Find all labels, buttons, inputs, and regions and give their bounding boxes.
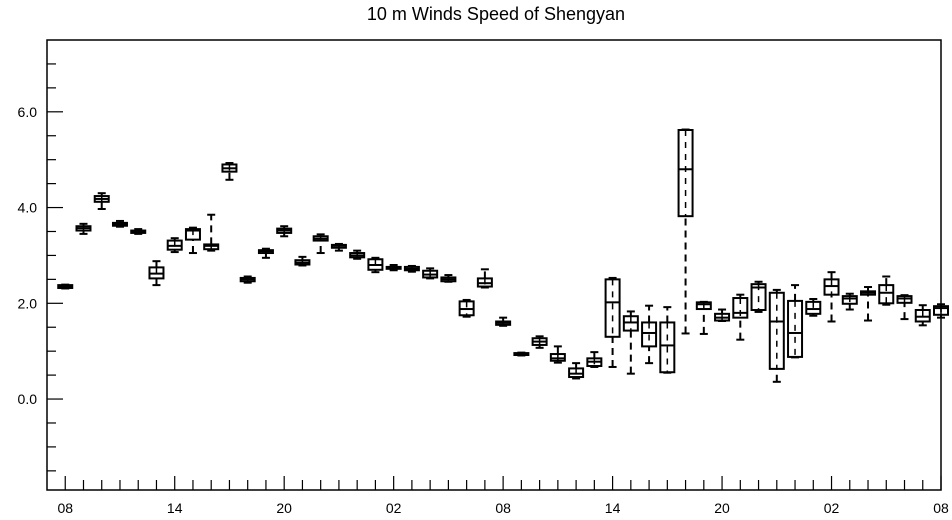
box-28 xyxy=(568,362,585,380)
box-29 xyxy=(586,351,603,368)
y-axis-ticks: 0.0 2.0 4.0 6.0 xyxy=(18,63,63,472)
box-24 xyxy=(495,316,512,327)
box-31 xyxy=(622,310,639,375)
box-3 xyxy=(111,219,128,228)
box-30 xyxy=(604,276,621,368)
box-16 xyxy=(349,249,366,260)
x-tick-label: 20 xyxy=(714,500,730,516)
box-11 xyxy=(257,247,274,259)
box-5 xyxy=(148,260,165,287)
box-8 xyxy=(203,213,220,252)
box-27 xyxy=(549,345,566,364)
box-12 xyxy=(276,225,293,238)
box-2 xyxy=(93,192,110,210)
box-40 xyxy=(787,284,804,359)
box-45 xyxy=(878,275,895,306)
x-tick-label: 20 xyxy=(276,500,292,516)
box-46 xyxy=(896,294,913,321)
box-25 xyxy=(513,351,530,357)
box-21 xyxy=(440,274,457,283)
x-tick-label: 14 xyxy=(167,500,183,516)
x-axis-ticks: 08 14 20 02 08 14 20 02 08 xyxy=(57,476,949,516)
box-47 xyxy=(914,304,931,327)
box-10 xyxy=(239,275,256,284)
box-32 xyxy=(641,304,658,365)
box-19 xyxy=(403,264,420,273)
box-6 xyxy=(166,237,183,254)
y-tick-label: 2.0 xyxy=(18,295,38,311)
box-34 xyxy=(677,128,694,335)
box-37 xyxy=(732,293,749,341)
x-tick-label: 08 xyxy=(495,500,511,516)
box-1 xyxy=(75,222,92,235)
box-13 xyxy=(294,255,311,267)
x-tick-label: 02 xyxy=(386,500,402,516)
box-36 xyxy=(714,308,731,323)
box-41 xyxy=(805,297,822,317)
box-26 xyxy=(531,335,548,349)
chart-title: 10 m Winds Speed of Shengyan xyxy=(366,4,626,24)
y-tick-label: 0.0 xyxy=(18,391,38,407)
box-42 xyxy=(823,271,840,323)
box-0 xyxy=(57,283,74,290)
x-tick-label: 08 xyxy=(57,500,73,516)
plot-frame xyxy=(46,39,942,491)
boxes xyxy=(57,128,949,383)
y-tick-label: 6.0 xyxy=(18,104,38,120)
y-tick-label: 4.0 xyxy=(18,200,38,216)
box-43 xyxy=(841,292,858,311)
box-39 xyxy=(768,288,785,383)
box-14 xyxy=(312,233,329,255)
box-22 xyxy=(458,298,475,318)
box-44 xyxy=(860,286,877,322)
x-tick-label: 14 xyxy=(605,500,621,516)
box-38 xyxy=(750,280,767,313)
box-18 xyxy=(385,264,402,272)
box-23 xyxy=(476,268,493,289)
box-20 xyxy=(422,267,439,280)
x-tick-label: 02 xyxy=(824,500,840,516)
x-tick-label: 08 xyxy=(933,500,949,516)
box-33 xyxy=(659,306,676,374)
box-9 xyxy=(221,162,238,181)
box-4 xyxy=(130,228,147,235)
box-17 xyxy=(367,256,384,274)
box-15 xyxy=(330,242,347,252)
box-35 xyxy=(695,300,712,335)
box-7 xyxy=(184,226,201,255)
